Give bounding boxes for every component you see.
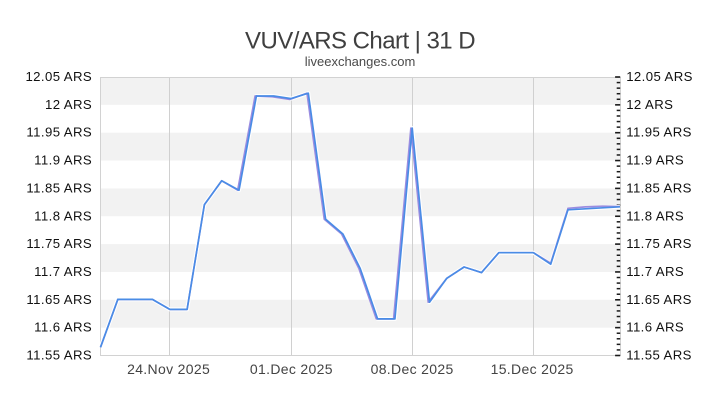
svg-text:24.Nov 2025: 24.Nov 2025 <box>127 361 210 377</box>
svg-text:11.75 ARS: 11.75 ARS <box>626 236 692 251</box>
svg-text:11.95 ARS: 11.95 ARS <box>26 125 92 140</box>
svg-text:11.7 ARS: 11.7 ARS <box>34 264 92 279</box>
svg-text:11.85 ARS: 11.85 ARS <box>26 180 92 195</box>
svg-text:11.8 ARS: 11.8 ARS <box>34 208 92 223</box>
svg-text:11.55 ARS: 11.55 ARS <box>26 348 92 363</box>
svg-text:11.6 ARS: 11.6 ARS <box>626 320 684 335</box>
svg-text:08.Dec 2025: 08.Dec 2025 <box>371 361 454 377</box>
svg-text:11.9 ARS: 11.9 ARS <box>626 153 684 168</box>
svg-text:11.65 ARS: 11.65 ARS <box>626 292 692 307</box>
svg-text:11.6 ARS: 11.6 ARS <box>34 320 92 335</box>
svg-text:11.9 ARS: 11.9 ARS <box>34 153 92 168</box>
svg-text:12.05 ARS: 12.05 ARS <box>25 69 92 84</box>
svg-text:11.95 ARS: 11.95 ARS <box>626 125 692 140</box>
svg-text:15.Dec 2025: 15.Dec 2025 <box>491 361 574 377</box>
svg-text:12 ARS: 12 ARS <box>626 97 673 112</box>
svg-text:11.55 ARS: 11.55 ARS <box>626 348 692 363</box>
svg-text:liveexchanges.com: liveexchanges.com <box>305 54 416 69</box>
svg-text:11.65 ARS: 11.65 ARS <box>26 292 92 307</box>
svg-text:12.05 ARS: 12.05 ARS <box>626 69 693 84</box>
svg-text:VUV/ARS Chart | 31 D: VUV/ARS Chart | 31 D <box>245 27 475 54</box>
svg-text:01.Dec 2025: 01.Dec 2025 <box>250 361 333 377</box>
svg-text:12 ARS: 12 ARS <box>45 97 92 112</box>
svg-text:11.8 ARS: 11.8 ARS <box>626 208 684 223</box>
svg-text:11.75 ARS: 11.75 ARS <box>26 236 92 251</box>
svg-text:11.7 ARS: 11.7 ARS <box>626 264 684 279</box>
svg-text:11.85 ARS: 11.85 ARS <box>626 180 692 195</box>
